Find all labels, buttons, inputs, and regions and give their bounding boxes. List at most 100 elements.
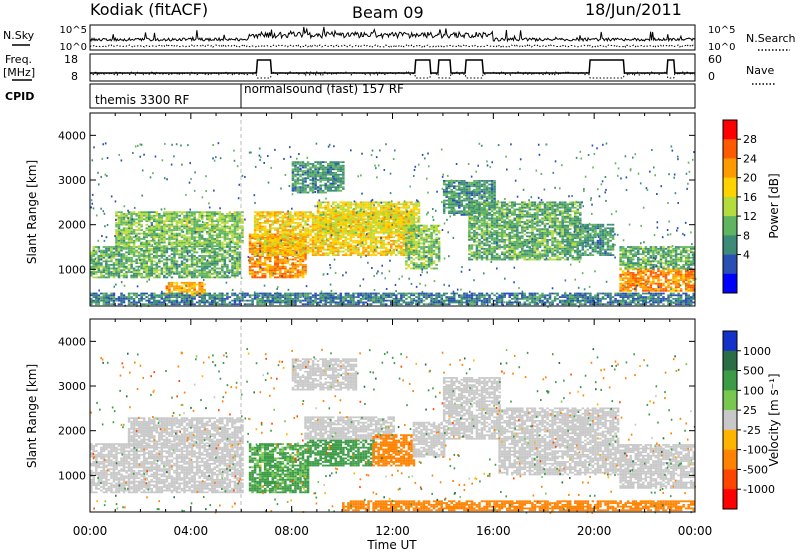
heatmap-cell [352, 203, 355, 206]
heatmap-cell [349, 226, 353, 229]
heatmap-cell [357, 206, 360, 209]
heatmap-cell [435, 242, 438, 245]
heatmap-cell [405, 216, 408, 219]
heatmap-cell [200, 234, 204, 237]
heatmap-cell [155, 243, 159, 246]
heatmap-cell [294, 225, 297, 228]
heatmap-cell [130, 260, 133, 263]
heatmap-cell [200, 225, 204, 228]
heatmap-cell [188, 229, 191, 231]
heatmap-cell [493, 192, 496, 195]
heatmap-cell [122, 213, 126, 215]
heatmap-cell [185, 281, 189, 284]
heatmap-cell [281, 246, 285, 248]
heatmap-cell [163, 245, 166, 248]
heatmap-cell [410, 213, 413, 216]
heatmap-cell [281, 227, 285, 230]
heatmap-cell [203, 222, 206, 224]
heatmap-cell [122, 238, 126, 240]
heatmap-cell [180, 243, 184, 246]
heatmap-cell [342, 180, 345, 183]
heatmap-cell [117, 269, 121, 272]
heatmap-cell [349, 238, 353, 240]
heatmap-cell [231, 255, 234, 257]
heatmap-cell [208, 229, 211, 231]
heatmap-cell [304, 238, 307, 241]
heatmap-cell [296, 188, 300, 190]
heatmap-cell [468, 219, 471, 222]
heatmap-cell [281, 262, 285, 265]
heatmap-cell [274, 272, 277, 275]
heatmap-cell [95, 260, 98, 263]
heatmap-cell [153, 271, 156, 273]
heatmap-cell [357, 236, 360, 239]
heatmap-cell [460, 196, 464, 198]
heatmap-cell [274, 233, 277, 236]
heatmap-cell [359, 215, 363, 218]
heatmap-cell [488, 190, 491, 193]
heatmap-cell [130, 246, 133, 248]
heatmap-cell [326, 208, 330, 211]
heatmap-cell [410, 231, 413, 234]
heatmap-cell [412, 208, 416, 211]
heatmap-cell [211, 216, 214, 219]
heatmap-cell [153, 225, 156, 228]
heatmap-cell [309, 234, 312, 237]
heatmap-cell [142, 276, 146, 279]
heatmap-cell [193, 229, 196, 231]
heatmap-cell [145, 249, 148, 252]
heatmap-cell [127, 227, 131, 230]
heatmap-cell [384, 210, 388, 213]
heatmap-cell [324, 248, 327, 251]
heatmap-cell [153, 276, 156, 279]
heatmap-cell [402, 222, 406, 225]
heatmap-cell [132, 276, 136, 279]
heatmap-cell [105, 276, 108, 279]
heatmap-cell [150, 253, 154, 256]
heatmap-cell [311, 173, 315, 176]
heatmap-cell [223, 214, 227, 217]
heatmap-cell [117, 223, 121, 226]
heatmap-cell [306, 241, 310, 244]
heatmap-cell [316, 173, 320, 176]
heatmap-cell [127, 264, 131, 266]
heatmap-cell [352, 221, 355, 223]
heatmap-cell [458, 210, 461, 213]
heatmap-cell [200, 271, 204, 273]
heatmap-cell [195, 241, 199, 244]
heatmap-cell [208, 232, 211, 235]
heatmap-cell [362, 250, 365, 253]
heatmap-cell [213, 229, 217, 231]
heatmap-cell [321, 238, 325, 240]
heatmap-cell [200, 214, 204, 217]
heatmap-cell [334, 241, 338, 244]
heatmap-cell [470, 219, 474, 222]
heatmap-cell [140, 241, 143, 244]
heatmap-cell [412, 224, 416, 227]
heatmap-cell [130, 271, 133, 273]
heatmap-cell [337, 234, 340, 237]
heatmap-cell [362, 215, 365, 218]
heatmap-cell [228, 232, 232, 235]
heatmap-cell [145, 265, 148, 268]
heatmap-cell [405, 262, 408, 265]
heatmap-cell [203, 211, 206, 214]
heatmap-cell [301, 248, 305, 251]
heatmap-cell [268, 245, 272, 248]
heatmap-cell [354, 247, 358, 249]
heatmap-cell [311, 214, 315, 217]
heatmap-cell [233, 229, 237, 231]
heatmap-cell [281, 250, 285, 253]
heatmap-cell [125, 230, 128, 233]
heatmap-cell [107, 255, 111, 257]
heatmap-cell [180, 245, 184, 248]
heatmap-cell [427, 264, 431, 266]
heatmap-cell [395, 212, 398, 214]
heatmap-cell [339, 182, 343, 185]
heatmap-cell [329, 245, 332, 248]
heatmap-cell [163, 238, 166, 240]
heatmap-cell [405, 228, 408, 231]
heatmap-cell [354, 208, 358, 211]
heatmap-cell [263, 227, 267, 230]
heatmap-cell [453, 192, 456, 195]
